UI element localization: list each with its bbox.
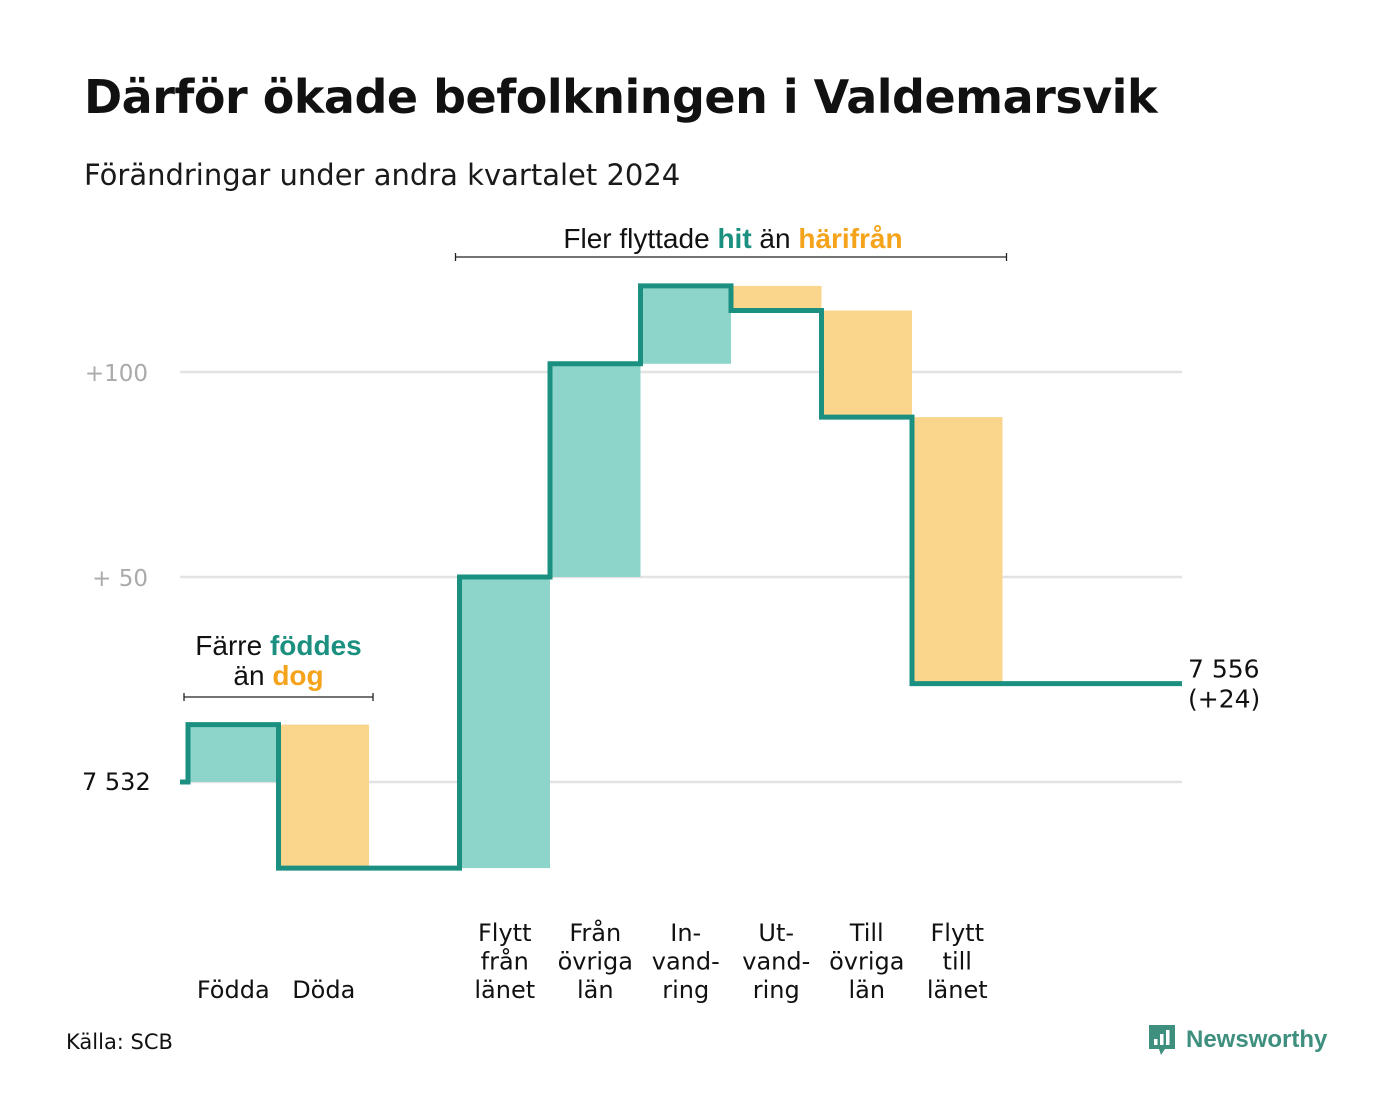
category-label: länet <box>474 976 535 1004</box>
annotation-text: än <box>752 223 799 254</box>
newsworthy-logo-icon <box>1149 1025 1175 1055</box>
brand-name: Newsworthy <box>1186 1026 1328 1053</box>
annotation-text: dog <box>272 660 323 691</box>
category-label: övriga <box>829 948 904 976</box>
category-label: till <box>943 948 972 976</box>
annotation-text: Färre <box>195 630 270 661</box>
bar-döda <box>278 724 369 869</box>
bar-invandring <box>640 285 731 364</box>
category-label: från <box>481 947 529 976</box>
brand-logo: Newsworthy <box>1146 1022 1327 1058</box>
births-deaths-annotation: än dog <box>233 660 323 691</box>
category-label: vand- <box>742 948 810 976</box>
category-label: länet <box>927 976 988 1004</box>
end-value-label: (+24) <box>1188 685 1260 714</box>
category-label: Från <box>569 918 621 947</box>
bar-flytt-från-länet <box>459 577 550 869</box>
category-label: ring <box>753 976 800 1004</box>
source-note: Källa: SCB <box>66 1030 173 1054</box>
y-tick-label: + 50 <box>92 566 148 592</box>
category-label: Ut- <box>758 919 794 947</box>
migration-annotation: Fler flyttade hit än härifrån <box>563 223 902 254</box>
category-label: vand- <box>652 948 720 976</box>
category-label: Flytt <box>478 919 532 947</box>
category-label: län <box>577 976 614 1004</box>
category-label: Till <box>849 919 884 947</box>
bar-till-övriga-län <box>821 310 912 418</box>
chart-subtitle: Förändringar under andra kvartalet 2024 <box>84 158 681 192</box>
chart-title: Därför ökade befolkningen i Valdemarsvik <box>84 70 1158 124</box>
bar-utvandring <box>731 285 822 311</box>
y-tick-label: +100 <box>85 361 148 387</box>
annotation-text: än <box>233 660 272 691</box>
category-label: In- <box>670 919 701 947</box>
end-value-label: 7 556 <box>1188 655 1260 684</box>
bar-födda <box>188 724 279 782</box>
category-label: övriga <box>558 948 633 976</box>
cumulative-step-line <box>180 283 1182 871</box>
bar-flytt-till-länet <box>912 417 1003 684</box>
category-label: län <box>848 976 885 1004</box>
annotation-text: härifrån <box>798 223 902 254</box>
category-label: Döda <box>292 976 355 1004</box>
start-value-label: 7 532 <box>82 768 151 796</box>
births-deaths-annotation: Färre föddes <box>195 630 361 661</box>
category-label: Födda <box>197 976 270 1004</box>
category-label: Flytt <box>931 919 985 947</box>
annotation-text: Fler flyttade <box>563 223 717 254</box>
annotation-text: föddes <box>270 630 362 661</box>
category-label: ring <box>662 976 709 1004</box>
annotation-text: hit <box>717 223 751 254</box>
bar-från-övriga-län <box>550 363 641 577</box>
